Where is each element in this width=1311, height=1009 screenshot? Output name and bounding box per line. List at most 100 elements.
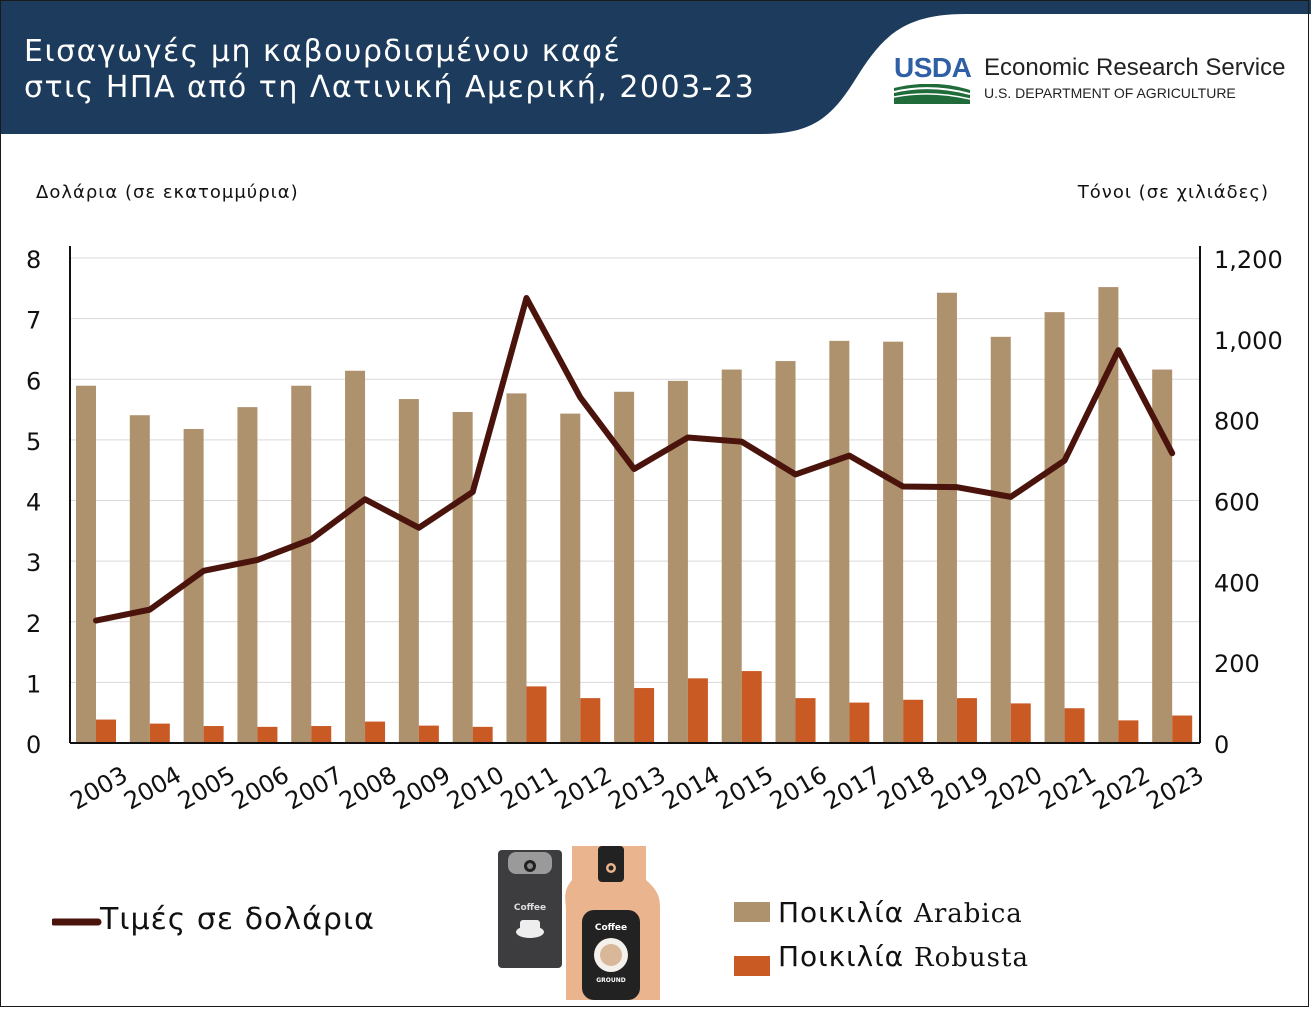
header-band (0, 0, 1311, 134)
price-point (685, 434, 691, 440)
bar-arabica (1044, 312, 1065, 743)
coffee-bags-image: Coffee Coffee GROUND (498, 846, 660, 1000)
legend-robusta-latin: Robusta (914, 943, 1029, 973)
bar-arabica (129, 415, 150, 743)
price-point (470, 489, 476, 495)
price-point (846, 453, 852, 459)
price-point (93, 618, 99, 624)
bar-robusta (687, 678, 708, 743)
legend-robusta-label: Ποικιλία Robusta (778, 940, 1029, 973)
bar-arabica (76, 385, 96, 743)
bag-right-label: Coffee (595, 923, 627, 933)
legend-price-swatch (52, 918, 102, 926)
bar-arabica (667, 380, 688, 743)
price-point (793, 471, 799, 477)
left-tick-label: 1 (26, 670, 41, 698)
bar-robusta (418, 725, 439, 743)
right-tick-label: 200 (1214, 650, 1260, 678)
chart-title: Εισαγωγές μη καβουρδισμένου καφέ στις ΗΠ… (24, 34, 755, 106)
title-line-2: στις ΗΠΑ από τη Λατινική Αμερική, 2003-2… (24, 70, 756, 105)
bar-arabica (291, 385, 312, 743)
coffee-bag-tan: Coffee GROUND (565, 846, 660, 1000)
bar-arabica (506, 393, 527, 743)
price-point (523, 295, 529, 301)
left-tick-label: 0 (26, 731, 41, 759)
usda-field-icon (894, 84, 970, 104)
bar-arabica (990, 336, 1011, 743)
left-tick-label: 4 (26, 489, 41, 517)
bar-robusta (203, 726, 224, 743)
legend-arabica-swatch (734, 902, 770, 922)
price-point (201, 568, 207, 574)
bar-arabica (398, 399, 419, 743)
legend-arabica-label: Ποικιλία Arabica (778, 896, 1023, 929)
bar-robusta (1064, 708, 1085, 743)
legend-price-label: Τιμές σε δολάρια (100, 902, 375, 937)
bar-arabica (614, 391, 635, 743)
price-point (577, 394, 583, 400)
right-tick-label: 0 (1214, 731, 1229, 759)
bag-left-label: Coffee (514, 903, 546, 913)
price-point (362, 496, 368, 502)
bar-robusta (956, 698, 977, 743)
price-point (900, 484, 906, 490)
price-point (954, 484, 960, 490)
bar-robusta (903, 699, 924, 743)
price-point (416, 525, 422, 531)
bar-robusta (96, 719, 116, 743)
header-shape (0, 0, 1311, 134)
price-point (1008, 494, 1014, 500)
bar-arabica (1152, 369, 1173, 743)
left-tick-label: 5 (26, 428, 41, 456)
bar-arabica (775, 361, 796, 743)
title-line-1: Εισαγωγές μη καβουρδισμένου καφέ (24, 34, 622, 69)
left-tick-label: 2 (26, 610, 41, 638)
bar-arabica (721, 369, 742, 743)
bar-robusta (311, 726, 332, 743)
right-tick-label: 1,000 (1214, 327, 1283, 355)
bar-robusta (149, 723, 170, 743)
usda-logo-word: USDA (894, 52, 972, 83)
usda-logo: USDA Economic Research Service U.S. DEPA… (894, 52, 1294, 112)
bar-robusta (1172, 715, 1193, 743)
price-point (308, 536, 314, 542)
chart-plot: 01234567802004006008001,0001,20020032004… (26, 246, 1283, 815)
bar-robusta (1118, 720, 1139, 743)
right-tick-label: 400 (1214, 569, 1260, 597)
bar-robusta (580, 698, 601, 743)
price-point (631, 466, 637, 472)
bar-arabica (829, 340, 850, 743)
bar-robusta (472, 726, 493, 743)
bar-robusta (795, 698, 816, 743)
bar-robusta (634, 688, 655, 743)
left-axis-title: Δολάρια (σε εκατομμύρια) (36, 182, 299, 203)
bar-arabica (883, 341, 904, 743)
legend-arabica-greek: Ποικιλία (778, 896, 905, 929)
bar-robusta (741, 671, 762, 743)
department-name: U.S. DEPARTMENT OF AGRICULTURE (984, 85, 1236, 101)
right-axis-title: Τόνοι (σε χιλιάδες) (1077, 182, 1269, 203)
bar-robusta (849, 702, 870, 743)
agency-name: Economic Research Service (984, 54, 1286, 81)
bar-arabica (936, 292, 957, 743)
bar-robusta (365, 721, 386, 743)
price-point (1062, 457, 1068, 463)
price-point (1115, 347, 1121, 353)
legend-arabica-latin: Arabica (914, 899, 1023, 929)
price-point (1169, 450, 1175, 456)
bar-arabica (183, 428, 204, 743)
price-point (147, 607, 153, 613)
bar-arabica (560, 413, 581, 743)
left-tick-label: 3 (26, 549, 41, 577)
bar-robusta (526, 686, 547, 743)
price-point (739, 439, 745, 445)
bar-arabica (345, 370, 366, 743)
coffee-bag-dark: Coffee (498, 850, 562, 968)
bar-arabica (1098, 287, 1119, 743)
legend-robusta-swatch (734, 956, 770, 976)
left-tick-label: 7 (26, 307, 41, 335)
bar-robusta (1010, 703, 1031, 743)
bag-right-sub: GROUND (596, 977, 626, 984)
left-tick-label: 8 (26, 246, 41, 274)
